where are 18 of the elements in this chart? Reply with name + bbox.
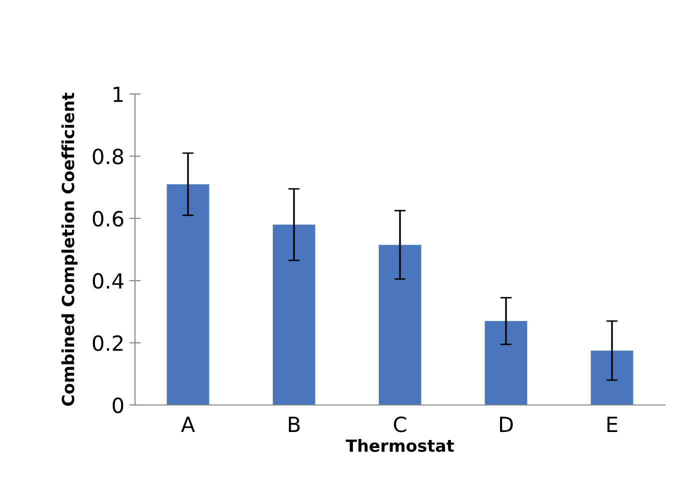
x-tick-label: E [607, 416, 618, 432]
x-tick-label: A [181, 416, 195, 432]
x-tick-label: C [394, 416, 406, 432]
bar [484, 321, 528, 405]
x-axis-title: Thermostat [346, 439, 454, 452]
bar [166, 184, 210, 405]
y-tick-label: 1 [114, 86, 123, 102]
y-tick-label: 0.8 [92, 148, 124, 164]
x-tick-label: D [500, 416, 513, 432]
bar [272, 224, 316, 405]
y-tick-label: 0.4 [92, 273, 124, 289]
bar [590, 350, 634, 405]
bar [378, 244, 422, 405]
x-tick-label: B [288, 416, 300, 432]
y-tick-label: 0.6 [92, 210, 124, 227]
y-tick-label: 0 [112, 397, 124, 414]
y-tick-label: 0.2 [92, 335, 122, 352]
y-axis-title: Combined Completion Coefficient [61, 92, 78, 406]
